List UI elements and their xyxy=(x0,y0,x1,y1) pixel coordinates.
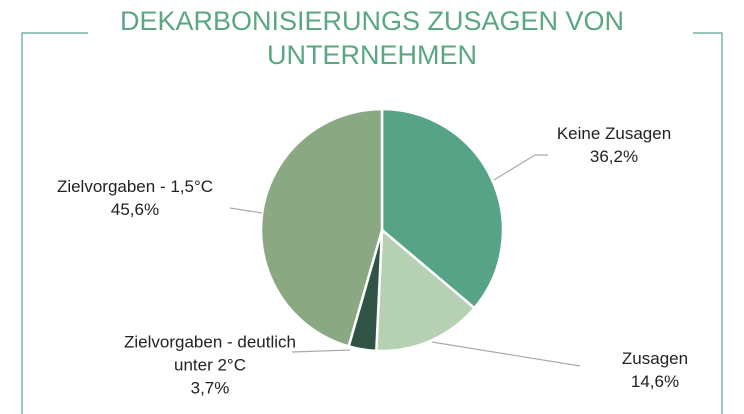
leader-line xyxy=(291,349,351,353)
data-label: Zusagen 14,6% xyxy=(595,347,715,393)
frame-left xyxy=(21,32,88,414)
pie-slice xyxy=(259,107,384,348)
leader-line xyxy=(493,154,548,181)
data-label: Zielvorgaben - 1,5°C 45,6% xyxy=(35,175,235,221)
leaders xyxy=(229,154,581,367)
frame xyxy=(21,32,723,414)
frame-right xyxy=(693,32,723,414)
pie xyxy=(259,107,505,353)
label-name: Zielvorgaben - deutlich unter 2°C xyxy=(124,332,296,375)
pie-slice xyxy=(380,107,505,310)
label-value: 45,6% xyxy=(110,200,160,219)
leader-line xyxy=(431,341,581,367)
label-name: Keine Zusagen xyxy=(556,124,672,143)
pie-slice xyxy=(374,227,477,353)
chart-title: DEKARBONISIERUNGS ZUSAGEN VON UNTERNEHME… xyxy=(119,6,625,70)
label-name: Zielvorgaben - 1,5°C xyxy=(56,177,214,196)
data-label: Zielvorgaben - deutlich unter 2°C 3,7% xyxy=(115,331,305,400)
label-value: 14,6% xyxy=(630,372,680,391)
data-label: Keine Zusagen 36,2% xyxy=(534,122,694,168)
leader-line xyxy=(229,207,263,214)
label-value: 36,2% xyxy=(589,147,639,166)
label-name: Zusagen xyxy=(621,349,689,368)
label-value: 3,7% xyxy=(190,378,230,398)
